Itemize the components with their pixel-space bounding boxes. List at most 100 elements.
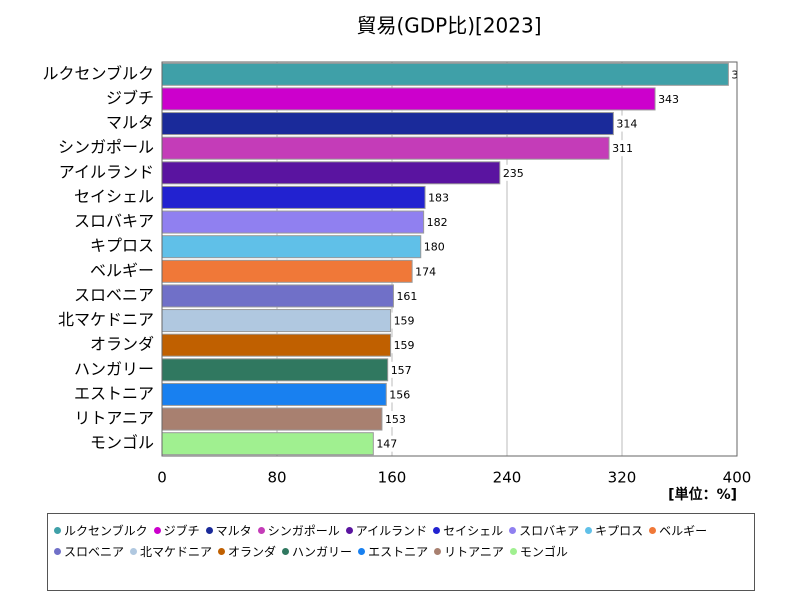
legend-label: ジブチ — [163, 524, 200, 538]
bar — [162, 358, 389, 382]
legend-marker — [358, 548, 366, 555]
value-label-bg — [394, 287, 419, 304]
legend-marker — [282, 548, 290, 555]
x-tick-label: 240 — [493, 469, 522, 487]
bar — [162, 382, 387, 406]
bar — [162, 62, 729, 86]
chart: 貿易(GDP比)[2023] [単位：%] 394 343 314 311 235 183… — [42, 14, 752, 504]
legend-marker — [345, 527, 353, 534]
bar — [162, 235, 422, 259]
legend-item: 北マケドニア — [130, 541, 212, 562]
bar — [162, 161, 501, 185]
legend: ルクセンブルク ジブチ マルタ シンガポール アイルランド セイシェル スロバキア キプロス ベ… — [47, 513, 755, 591]
value-label: 235 — [503, 167, 524, 180]
y-tick-label: スロベニア — [74, 285, 154, 304]
value-label: 161 — [396, 290, 417, 303]
bar — [162, 333, 392, 357]
bar — [162, 87, 656, 111]
value-label-bg — [656, 90, 681, 107]
legend-item: ルクセンブルク — [54, 520, 148, 541]
y-tick-label: ハンガリー — [74, 359, 154, 378]
legend-item: オランダ — [218, 541, 276, 562]
value-label-bg — [614, 115, 639, 132]
legend-label: スロベニア — [64, 545, 125, 559]
plot-frame — [161, 61, 738, 457]
legend-label: オランダ — [228, 545, 277, 559]
value-label: 311 — [612, 142, 633, 155]
value-label: 182 — [427, 216, 448, 229]
legend-item: シンガポール — [257, 520, 340, 541]
legend-marker — [509, 527, 517, 534]
legend-marker — [585, 527, 593, 534]
legend-marker — [153, 527, 161, 534]
legend-item: スロベニア — [54, 541, 124, 562]
legend-item: アイルランド — [345, 520, 428, 541]
legend-label: スロバキア — [519, 524, 580, 538]
bar — [162, 407, 383, 431]
legend-marker — [434, 548, 442, 555]
value-label-bg — [424, 214, 449, 231]
legend-label: ベルギー — [659, 524, 708, 538]
chart-title: 貿易(GDP比)[2023] — [356, 14, 541, 38]
legend-item: モンゴル — [509, 541, 568, 562]
legend-item: ハンガリー — [282, 541, 352, 562]
legend-item: セイシェル — [433, 520, 503, 541]
x-axis-label: [単位：%] — [668, 486, 737, 503]
legend-label: キプロス — [595, 524, 644, 538]
x-tick-label: 0 — [157, 469, 167, 487]
legend-label: マルタ — [215, 524, 252, 538]
legend-item: リトアニア — [434, 541, 504, 562]
plot-area: 394 343 314 311 235 183 182 180 174 161 159 159 157 1… — [162, 62, 737, 456]
y-tick-label: マルタ — [106, 113, 154, 132]
value-label-bg — [391, 312, 416, 329]
legend-marker — [205, 527, 213, 534]
value-label-bg — [500, 164, 525, 181]
legend-label: エストニア — [368, 545, 429, 559]
value-label: 174 — [415, 265, 436, 278]
value-label-bg — [426, 189, 451, 206]
bar — [162, 259, 413, 283]
legend-item: ベルギー — [649, 520, 707, 541]
legend-marker — [54, 527, 61, 534]
value-label: 156 — [389, 388, 410, 401]
value-label-bg — [374, 435, 399, 452]
legend-label: シンガポール — [267, 524, 340, 538]
bar — [162, 284, 394, 308]
legend-item: キプロス — [585, 520, 643, 541]
x-tick-label: 400 — [723, 469, 752, 487]
x-tick-label: 320 — [608, 469, 637, 487]
bar — [162, 432, 374, 456]
legend-label: モンゴル — [519, 545, 568, 559]
value-label: 159 — [394, 315, 415, 328]
value-label: 183 — [428, 191, 449, 204]
bar — [162, 210, 425, 234]
y-tick-label: スロバキア — [74, 212, 154, 231]
bar — [162, 112, 614, 136]
value-label: 157 — [391, 364, 412, 377]
legend-item: マルタ — [205, 520, 252, 541]
legend-marker — [649, 527, 657, 534]
y-tick-label: エストニア — [74, 384, 154, 403]
y-tick-label: アイルランド — [59, 162, 154, 181]
bar — [162, 185, 426, 209]
y-tick-label: シンガポール — [58, 138, 154, 157]
legend-label: アイルランド — [355, 524, 428, 538]
y-tick-label: リトアニア — [74, 409, 154, 428]
y-tick-label: モンゴル — [90, 433, 154, 452]
y-tick-label: キプロス — [90, 236, 154, 255]
bar — [162, 309, 392, 333]
value-label: 180 — [424, 241, 445, 254]
y-tick-label: 北マケドニア — [58, 310, 154, 329]
value-label-bg — [729, 66, 737, 83]
value-label-bg — [610, 140, 635, 157]
value-label: 159 — [394, 339, 415, 352]
value-label: 153 — [385, 413, 406, 426]
value-label-bg — [387, 386, 412, 403]
legend-item: ジブチ — [153, 520, 200, 541]
value-label: 147 — [376, 438, 397, 451]
value-label-bg — [413, 263, 438, 280]
value-label: 343 — [658, 93, 679, 106]
y-tick-label: オランダ — [90, 335, 154, 354]
legend-label: セイシェル — [443, 524, 504, 538]
